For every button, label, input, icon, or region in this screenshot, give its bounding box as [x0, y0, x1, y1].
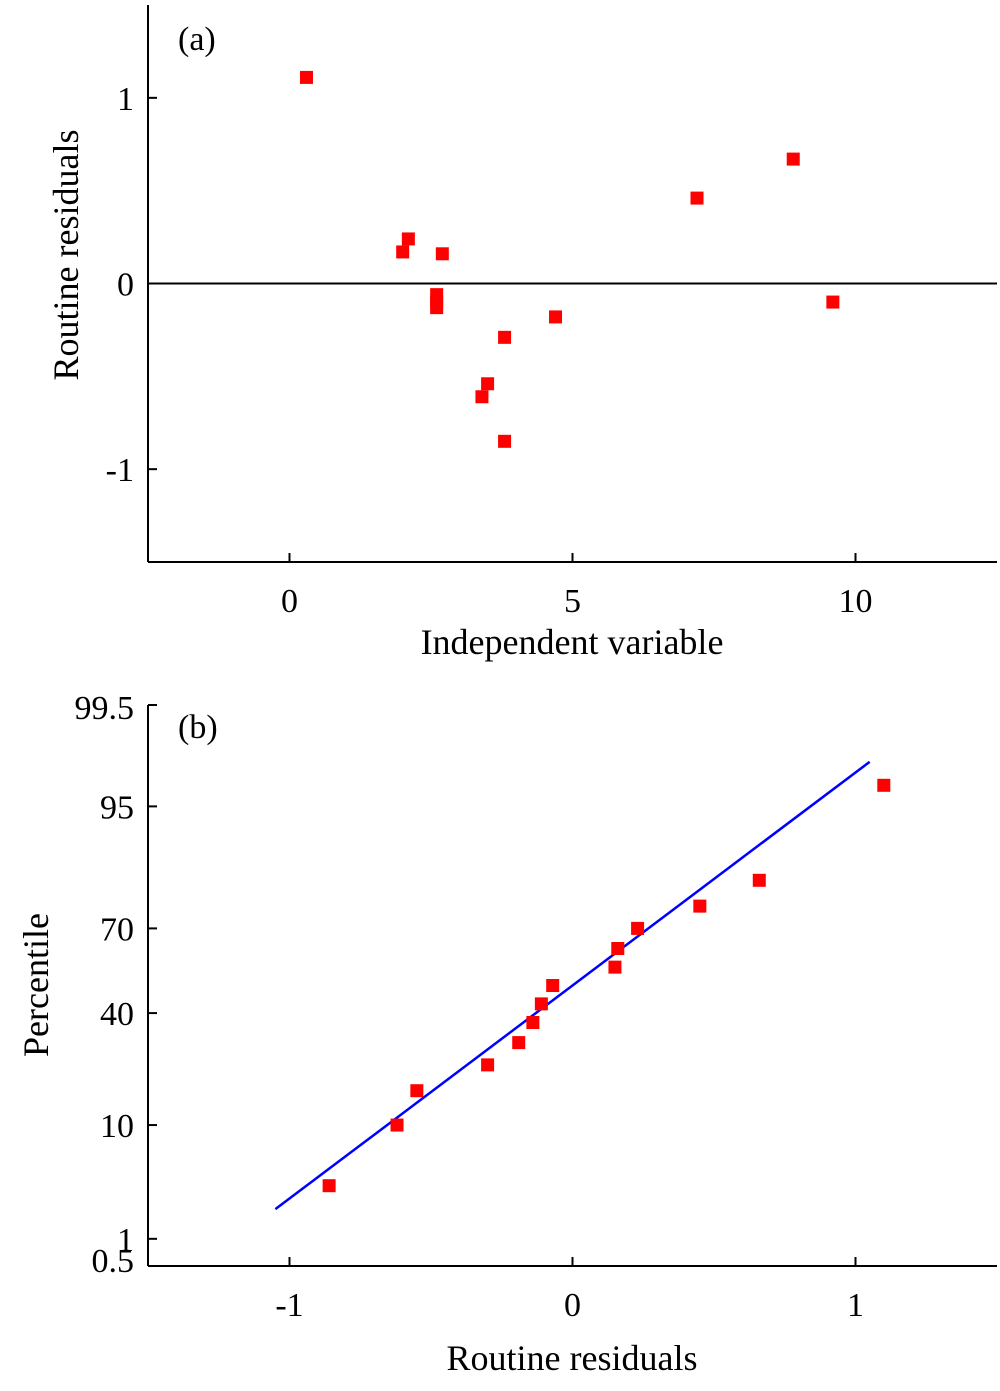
data-point — [410, 1084, 424, 1098]
data-point — [526, 1016, 540, 1030]
y-tick-label: 99.5 — [75, 690, 135, 727]
data-point — [299, 70, 313, 84]
data-point — [401, 232, 415, 246]
x-tick-group: -1 0 1 — [275, 1257, 864, 1324]
y-tick-label: 1 — [117, 81, 134, 118]
x-tick-label: 0 — [281, 583, 298, 620]
data-point — [546, 979, 560, 992]
data-point — [608, 960, 622, 974]
x-axis-title: Routine residuals — [447, 1338, 698, 1378]
y-tick-label: -1 — [106, 452, 134, 489]
data-point — [430, 301, 444, 315]
data-point — [481, 377, 495, 391]
x-tick-label: 0 — [564, 1287, 581, 1324]
x-tick-group: 0 5 10 — [281, 553, 873, 620]
data-point — [481, 1058, 495, 1072]
x-tick-label: -1 — [275, 1287, 303, 1324]
panel-label: (b) — [178, 709, 218, 746]
y-tick-label: 95 — [100, 789, 134, 826]
data-point — [390, 1118, 404, 1132]
x-axis-title: Independent variable — [421, 622, 724, 662]
point-group — [299, 70, 840, 448]
y-axis-title: Routine residuals — [46, 130, 86, 381]
data-point — [786, 152, 800, 166]
data-point — [752, 873, 766, 887]
data-point — [631, 921, 645, 935]
y-tick-label: 40 — [100, 996, 134, 1033]
residual-scatter-panel: 10-1 0 5 10 (a) Independent variable Routi… — [46, 5, 997, 662]
x-tick-label: 5 — [564, 583, 581, 620]
x-tick-label: 10 — [839, 583, 873, 620]
data-point — [396, 245, 410, 259]
data-point — [322, 1179, 336, 1193]
y-tick-group: 1 0 -1 — [106, 81, 157, 489]
point-group — [322, 778, 891, 1193]
y-tick-label: 1 — [117, 1222, 134, 1259]
data-point — [611, 941, 625, 955]
data-point — [435, 247, 449, 261]
data-point — [498, 434, 512, 448]
data-point — [826, 295, 840, 309]
data-point — [534, 997, 548, 1011]
data-point — [549, 310, 563, 324]
y-axis-title: Percentile — [16, 913, 56, 1057]
data-point — [877, 778, 891, 792]
panel-label: (a) — [178, 21, 216, 58]
y-tick-label: 10 — [100, 1108, 134, 1145]
data-point — [475, 390, 489, 404]
x-tick-label: 1 — [847, 1287, 864, 1324]
data-point — [690, 191, 704, 205]
y-tick-label: 70 — [100, 911, 134, 948]
data-point — [498, 330, 512, 344]
fit-line — [274, 760, 871, 1211]
data-point — [512, 1036, 526, 1050]
y-tick-label: 0.5 — [92, 1243, 135, 1280]
y-tick-label: 0 — [117, 267, 134, 304]
y-tick-group: 99.5 95 70 40 10 10.5 — [75, 690, 157, 1280]
data-point — [693, 899, 707, 913]
